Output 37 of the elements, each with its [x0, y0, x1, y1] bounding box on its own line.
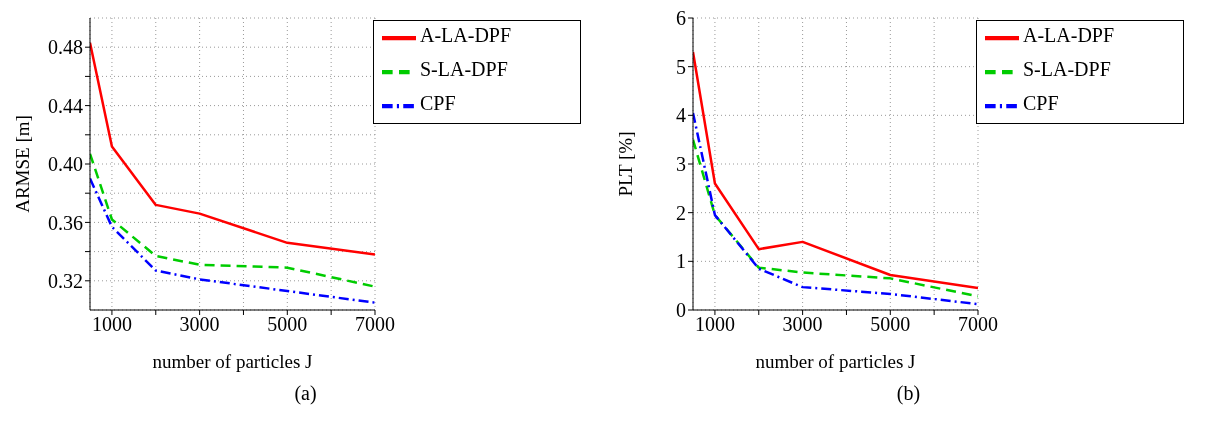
- legend-label: A-LA-DPF: [420, 23, 512, 46]
- line-series: [90, 152, 375, 288]
- x-axis-title: number of particles J: [152, 351, 313, 372]
- legend-label: S-LA-DPF: [420, 57, 508, 80]
- line-series: [693, 138, 978, 298]
- text: (b): [895, 382, 922, 405]
- legend-label: CPF: [420, 91, 456, 114]
- line-series: [90, 177, 375, 304]
- x-tick-label: 5000: [267, 313, 308, 336]
- y-tick-label: 6: [676, 7, 686, 30]
- legend-label: CPF: [1023, 91, 1059, 114]
- text: (a): [293, 382, 318, 405]
- legend-label: A-LA-DPF: [1023, 23, 1115, 46]
- x-tick-label: 5000: [870, 313, 911, 336]
- y-tick-label: 0.36: [48, 211, 83, 234]
- y-tick-label: 3: [676, 153, 686, 176]
- y-tick-label: 0.40: [48, 153, 83, 176]
- x-axis-title: number of particles J: [755, 351, 916, 372]
- x-tick-label: 7000: [355, 313, 395, 336]
- y-tick-label: 0.44: [48, 94, 83, 117]
- y-tick-label: 0.32: [48, 269, 83, 292]
- y-tick-label: 1: [676, 250, 686, 273]
- x-tick-label: 1000: [91, 313, 132, 336]
- x-tick-label: 7000: [958, 313, 998, 336]
- y-tick-label: 2: [676, 201, 686, 224]
- y-tick-label: 4: [676, 104, 686, 127]
- y-tick-label: 0: [676, 299, 686, 322]
- line-series: [90, 41, 375, 256]
- x-tick-label: 3000: [179, 313, 220, 336]
- y-axis-title: ARMSE [m]: [11, 115, 33, 213]
- y-tick-label: 5: [676, 55, 686, 78]
- line-series: [693, 111, 978, 306]
- x-tick-label: 3000: [782, 313, 823, 336]
- y-axis-title: PLT [%]: [614, 131, 636, 197]
- x-tick-label: 1000: [694, 313, 735, 336]
- legend-label: S-LA-DPF: [1023, 57, 1111, 80]
- y-tick-label: 0.48: [48, 36, 83, 59]
